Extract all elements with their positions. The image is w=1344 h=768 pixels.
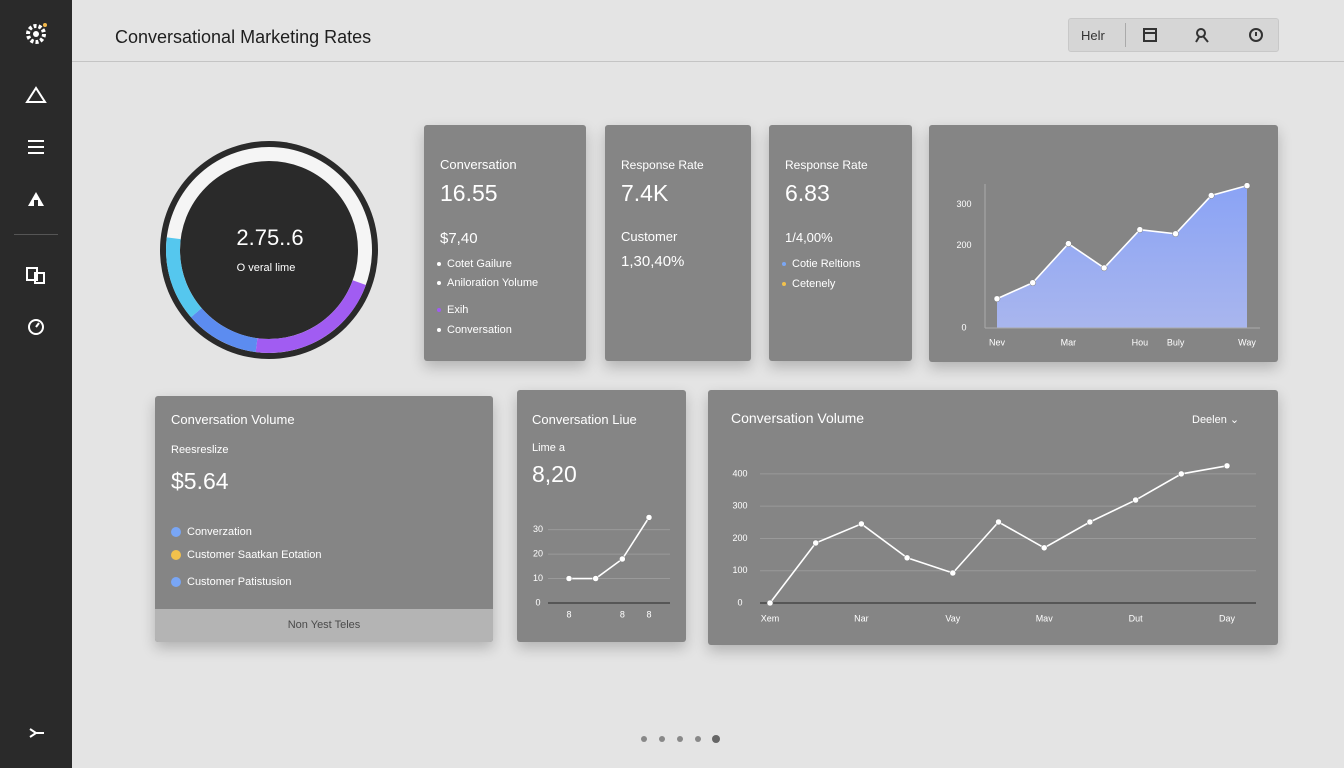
page-title: Conversational Marketing Rates bbox=[115, 27, 372, 47]
nav-icon[interactable] bbox=[24, 264, 48, 286]
stat-card: Response Rate 7.4K Customer 1,30,40% bbox=[605, 125, 751, 361]
card-item: Cotet Gailure bbox=[437, 258, 512, 270]
card-item: Aniloration Yolume bbox=[437, 277, 538, 289]
chart-card bbox=[929, 125, 1278, 362]
card-sub-value: 1,30,40% bbox=[621, 253, 685, 270]
divider bbox=[14, 234, 58, 235]
nav-icon[interactable] bbox=[24, 188, 48, 210]
toolbar-icon[interactable] bbox=[1141, 26, 1159, 44]
nav-icon[interactable] bbox=[24, 84, 48, 106]
card-title: Response Rate bbox=[621, 158, 704, 172]
card-item: Exih bbox=[437, 304, 468, 316]
logo bbox=[26, 23, 47, 44]
gauge-label: O veral lime bbox=[237, 262, 296, 274]
stat-card: Response Rate 6.83 1/4,00% Cotie Reltion… bbox=[769, 125, 912, 361]
big-chart-card: Conversation Volume Deelen ⌄ bbox=[708, 390, 1278, 645]
line-card: Conversation Liue Lime a 8,20 bbox=[517, 390, 686, 642]
card-value: 16.55 bbox=[440, 180, 498, 206]
card-item: Cotie Reltions bbox=[782, 258, 860, 270]
footer-button[interactable]: Non Yest Teles bbox=[155, 609, 493, 642]
card-title: Conversation Volume bbox=[731, 410, 865, 426]
volume-card: Conversation Volume Reesreslize $5.64 Co… bbox=[155, 396, 493, 642]
card-title: Conversation Liue bbox=[532, 412, 637, 427]
card-title: Conversation bbox=[440, 157, 517, 172]
toolbar: Helr bbox=[1068, 18, 1279, 52]
legend-item: Converzation bbox=[171, 526, 252, 538]
card-item: Cetenely bbox=[782, 278, 835, 290]
info-icon[interactable] bbox=[1247, 26, 1265, 44]
card-value: 6.83 bbox=[785, 180, 830, 206]
gauge: 2.75..6 O veral lime bbox=[160, 141, 378, 359]
collapse-icon[interactable] bbox=[24, 725, 48, 741]
nav-icon[interactable] bbox=[24, 315, 48, 337]
search-icon[interactable] bbox=[1193, 26, 1211, 44]
card-value: 8,20 bbox=[532, 461, 577, 487]
dropdown[interactable]: Deelen ⌄ bbox=[1192, 414, 1240, 426]
card-title: Response Rate bbox=[785, 158, 868, 172]
card-title: Conversation Volume bbox=[171, 412, 295, 427]
pagination bbox=[640, 735, 720, 743]
stat-card: Conversation 16.55 $7,40 Cotet Gailure A… bbox=[424, 125, 586, 361]
sidebar bbox=[0, 0, 72, 768]
card-sub: 1/4,00% bbox=[785, 230, 833, 245]
card-sub: $7,40 bbox=[440, 230, 478, 247]
card-sub: Reesreslize bbox=[171, 444, 229, 456]
gauge-value: 2.75..6 bbox=[236, 225, 303, 250]
card-value: 7.4K bbox=[621, 180, 669, 206]
card-item: Conversation bbox=[437, 324, 512, 336]
legend-item: Customer Patistusion bbox=[171, 576, 292, 588]
help-button[interactable]: Helr bbox=[1081, 28, 1105, 43]
nav-icon[interactable] bbox=[24, 136, 48, 158]
card-sub: Lime a bbox=[532, 442, 566, 454]
toolbar-divider bbox=[1125, 23, 1126, 47]
header-divider bbox=[72, 61, 1344, 62]
card-value: $5.64 bbox=[171, 468, 229, 494]
card-sub: Customer bbox=[621, 229, 678, 244]
legend-item: Customer Saatkan Eotation bbox=[171, 549, 322, 561]
